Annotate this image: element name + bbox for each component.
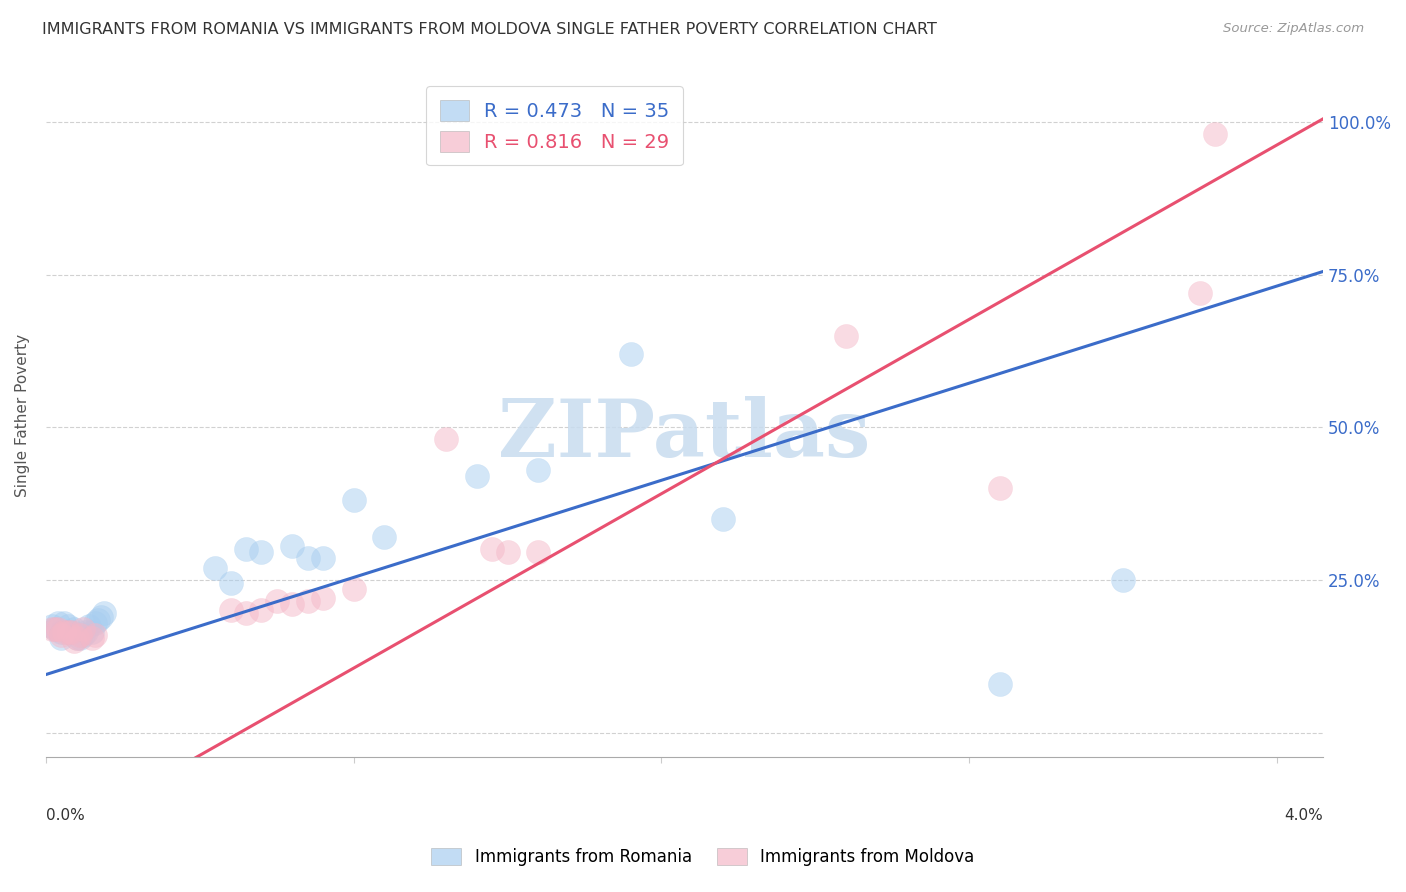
Point: [53, 624, 76, 639]
Point: [62, 634, 84, 648]
Point: [988, 676, 1011, 690]
Point: [69, 628, 91, 642]
Point: [84, 615, 107, 630]
Point: [527, 463, 550, 477]
Point: [72, 622, 94, 636]
Point: [312, 551, 335, 566]
Point: [988, 481, 1011, 495]
Point: [620, 347, 643, 361]
Point: [53, 615, 76, 630]
Legend: R = 0.473   N = 35, R = 0.816   N = 29: R = 0.473 N = 35, R = 0.816 N = 29: [426, 87, 683, 165]
Point: [204, 560, 226, 574]
Point: [44, 622, 66, 636]
Point: [66, 631, 89, 645]
Point: [219, 603, 242, 617]
Point: [496, 545, 519, 559]
Point: [835, 328, 858, 343]
Point: [66, 631, 89, 645]
Point: [235, 607, 257, 621]
Point: [56, 624, 79, 639]
Point: [77, 618, 100, 632]
Point: [1204, 127, 1226, 141]
Point: [59, 624, 82, 639]
Text: IMMIGRANTS FROM ROMANIA VS IMMIGRANTS FROM MOLDOVA SINGLE FATHER POVERTY CORRELA: IMMIGRANTS FROM ROMANIA VS IMMIGRANTS FR…: [42, 22, 936, 37]
Text: Source: ZipAtlas.com: Source: ZipAtlas.com: [1223, 22, 1364, 36]
Point: [72, 628, 94, 642]
Point: [41, 618, 63, 632]
Text: 4.0%: 4.0%: [1285, 808, 1323, 823]
Point: [56, 624, 79, 639]
Point: [281, 597, 304, 611]
Text: ZIPatlas: ZIPatlas: [499, 396, 870, 475]
Point: [343, 493, 366, 508]
Point: [75, 624, 97, 639]
Point: [250, 603, 273, 617]
Point: [373, 530, 395, 544]
Point: [93, 607, 115, 621]
Point: [62, 622, 84, 636]
Point: [235, 542, 257, 557]
Point: [250, 545, 273, 559]
Point: [465, 469, 488, 483]
Point: [82, 631, 104, 645]
Point: [46, 622, 69, 636]
Point: [312, 591, 335, 606]
Point: [343, 582, 366, 596]
Point: [527, 545, 550, 559]
Point: [44, 622, 66, 636]
Y-axis label: Single Father Poverty: Single Father Poverty: [15, 334, 30, 497]
Point: [219, 575, 242, 590]
Point: [84, 628, 107, 642]
Point: [297, 594, 319, 608]
Legend: Immigrants from Romania, Immigrants from Moldova: Immigrants from Romania, Immigrants from…: [425, 841, 981, 873]
Point: [90, 609, 112, 624]
Point: [59, 624, 82, 639]
Text: 0.0%: 0.0%: [46, 808, 84, 823]
Point: [51, 628, 73, 642]
Point: [41, 622, 63, 636]
Point: [434, 433, 457, 447]
Point: [266, 594, 288, 608]
Point: [481, 542, 503, 557]
Point: [69, 631, 91, 645]
Point: [711, 512, 734, 526]
Point: [281, 539, 304, 553]
Point: [51, 631, 73, 645]
Point: [51, 624, 73, 639]
Point: [297, 551, 319, 566]
Point: [46, 615, 69, 630]
Point: [56, 618, 79, 632]
Point: [1189, 285, 1212, 300]
Point: [87, 613, 110, 627]
Point: [82, 624, 104, 639]
Point: [1112, 573, 1135, 587]
